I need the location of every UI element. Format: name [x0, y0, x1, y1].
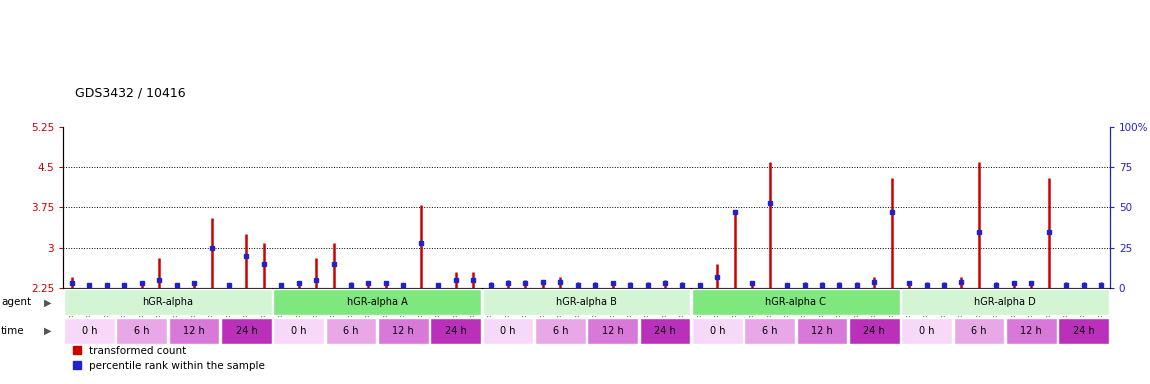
Bar — [274, 318, 324, 344]
Text: 0 h: 0 h — [710, 326, 724, 336]
Text: 0 h: 0 h — [82, 326, 97, 336]
Bar — [692, 318, 743, 344]
Text: hGR-alpha C: hGR-alpha C — [766, 297, 826, 308]
Text: 0 h: 0 h — [291, 326, 306, 336]
Legend: transformed count, percentile rank within the sample: transformed count, percentile rank withi… — [69, 341, 269, 375]
Text: time: time — [1, 326, 25, 336]
Text: 12 h: 12 h — [811, 326, 833, 336]
Bar — [535, 318, 585, 344]
Bar — [169, 318, 220, 344]
Bar — [116, 318, 167, 344]
Bar — [744, 318, 795, 344]
Bar — [902, 318, 952, 344]
Bar — [64, 318, 115, 344]
Text: 12 h: 12 h — [1020, 326, 1042, 336]
Text: 12 h: 12 h — [183, 326, 205, 336]
Text: agent: agent — [1, 297, 31, 308]
Bar — [483, 290, 690, 315]
Bar — [221, 318, 271, 344]
Text: 0 h: 0 h — [919, 326, 934, 336]
Text: 12 h: 12 h — [601, 326, 623, 336]
Text: hGR-alpha A: hGR-alpha A — [347, 297, 407, 308]
Text: 6 h: 6 h — [135, 326, 150, 336]
Text: 6 h: 6 h — [553, 326, 568, 336]
Text: hGR-alpha D: hGR-alpha D — [974, 297, 1036, 308]
Text: 24 h: 24 h — [445, 326, 467, 336]
Bar — [483, 318, 534, 344]
Bar — [639, 318, 690, 344]
Text: 6 h: 6 h — [762, 326, 777, 336]
Text: 0 h: 0 h — [500, 326, 515, 336]
Bar — [325, 318, 376, 344]
Text: ▶: ▶ — [44, 297, 52, 308]
Text: GDS3432 / 10416: GDS3432 / 10416 — [75, 87, 185, 100]
Bar — [430, 318, 481, 344]
Bar — [1006, 318, 1057, 344]
Bar — [588, 318, 638, 344]
Bar — [1058, 318, 1109, 344]
Text: 24 h: 24 h — [236, 326, 258, 336]
Bar — [902, 290, 1109, 315]
Bar — [692, 290, 899, 315]
Bar — [953, 318, 1004, 344]
Text: 12 h: 12 h — [392, 326, 414, 336]
Text: 24 h: 24 h — [1073, 326, 1095, 336]
Text: 6 h: 6 h — [972, 326, 987, 336]
Text: 24 h: 24 h — [864, 326, 886, 336]
Bar — [797, 318, 848, 344]
Text: hGR-alpha: hGR-alpha — [143, 297, 193, 308]
Bar — [64, 290, 271, 315]
Bar — [274, 290, 481, 315]
Text: hGR-alpha B: hGR-alpha B — [557, 297, 616, 308]
Text: 6 h: 6 h — [344, 326, 359, 336]
Text: ▶: ▶ — [44, 326, 52, 336]
Text: 24 h: 24 h — [654, 326, 676, 336]
Bar — [849, 318, 899, 344]
Bar — [378, 318, 429, 344]
